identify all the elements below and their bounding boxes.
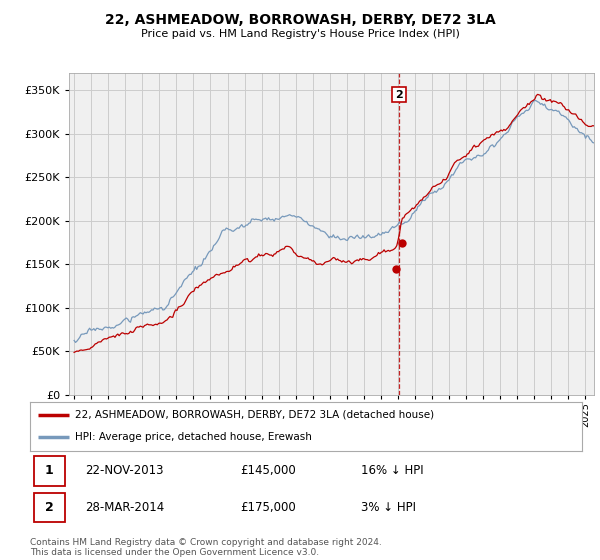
- Text: 2: 2: [45, 501, 53, 514]
- Text: 28-MAR-2014: 28-MAR-2014: [85, 501, 164, 514]
- Text: Contains HM Land Registry data © Crown copyright and database right 2024.
This d: Contains HM Land Registry data © Crown c…: [30, 538, 382, 557]
- Text: £145,000: £145,000: [240, 464, 296, 478]
- Text: £175,000: £175,000: [240, 501, 296, 514]
- Text: 22, ASHMEADOW, BORROWASH, DERBY, DE72 3LA: 22, ASHMEADOW, BORROWASH, DERBY, DE72 3L…: [104, 13, 496, 27]
- Text: HPI: Average price, detached house, Erewash: HPI: Average price, detached house, Erew…: [75, 432, 312, 442]
- FancyBboxPatch shape: [34, 456, 65, 486]
- Text: Price paid vs. HM Land Registry's House Price Index (HPI): Price paid vs. HM Land Registry's House …: [140, 29, 460, 39]
- Text: 16% ↓ HPI: 16% ↓ HPI: [361, 464, 424, 478]
- Text: 2: 2: [395, 90, 403, 100]
- Text: 22-NOV-2013: 22-NOV-2013: [85, 464, 164, 478]
- Text: 22, ASHMEADOW, BORROWASH, DERBY, DE72 3LA (detached house): 22, ASHMEADOW, BORROWASH, DERBY, DE72 3L…: [75, 410, 434, 420]
- Text: 3% ↓ HPI: 3% ↓ HPI: [361, 501, 416, 514]
- FancyBboxPatch shape: [34, 493, 65, 522]
- Text: 1: 1: [45, 464, 53, 478]
